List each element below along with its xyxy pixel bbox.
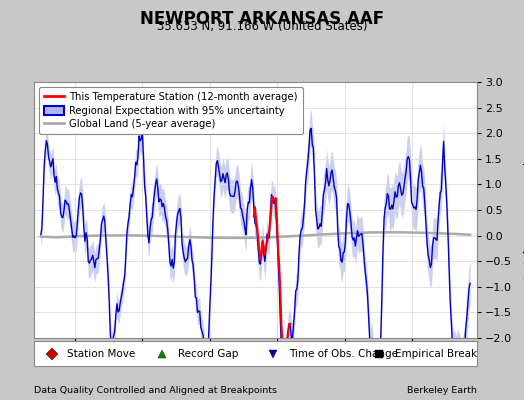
Text: Station Move: Station Move (67, 348, 136, 358)
Text: NEWPORT ARKANSAS AAF: NEWPORT ARKANSAS AAF (140, 10, 384, 28)
Text: 35.633 N, 91.166 W (United States): 35.633 N, 91.166 W (United States) (157, 20, 367, 33)
Text: Time of Obs. Change: Time of Obs. Change (289, 348, 398, 358)
Text: Empirical Break: Empirical Break (395, 348, 477, 358)
Y-axis label: Temperature Anomaly (°C): Temperature Anomaly (°C) (522, 140, 524, 280)
Text: Berkeley Earth: Berkeley Earth (407, 386, 477, 395)
Text: Data Quality Controlled and Aligned at Breakpoints: Data Quality Controlled and Aligned at B… (34, 386, 277, 395)
Text: Record Gap: Record Gap (178, 348, 238, 358)
Legend: This Temperature Station (12-month average), Regional Expectation with 95% uncer: This Temperature Station (12-month avera… (39, 87, 302, 134)
